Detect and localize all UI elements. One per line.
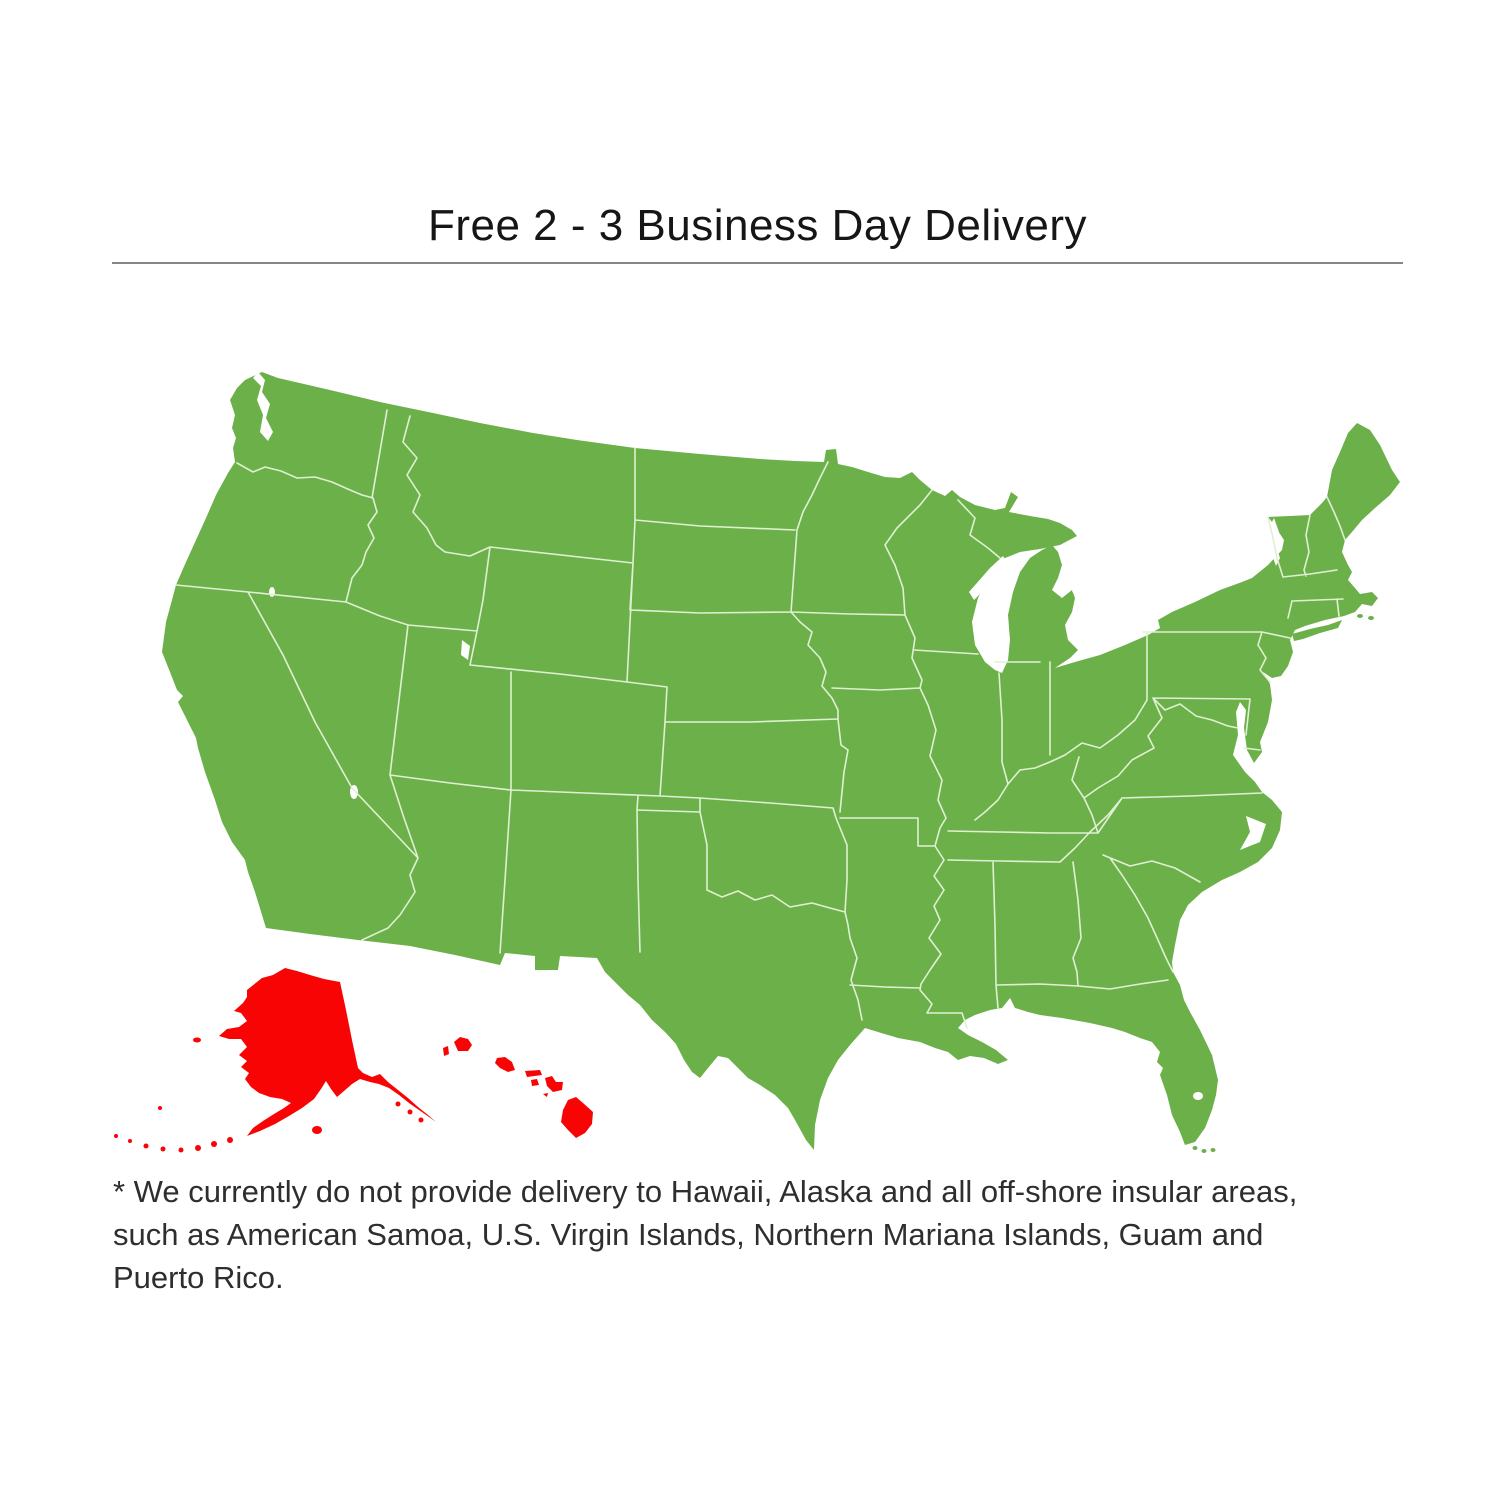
kodiak-island [312, 1126, 322, 1134]
pamlico-sound [1240, 816, 1266, 850]
lake-okeechobee [1193, 1092, 1203, 1100]
state-borders [175, 409, 1346, 1029]
footnote-line-2: such as American Samoa, U.S. Virgin Isla… [113, 1217, 1264, 1252]
goose-lake [269, 587, 275, 597]
lanai-island [531, 1079, 539, 1086]
kauai-island [454, 1037, 472, 1051]
footnote: * We currently do not provide delivery t… [113, 1170, 1433, 1299]
great-salt-lake [461, 640, 470, 660]
maui-island [545, 1076, 563, 1092]
footnote-line-3: Puerto Rico. [113, 1260, 284, 1295]
lake-champlain [1270, 518, 1280, 566]
st-lawrence-island [193, 1037, 201, 1043]
footnote-line-1: * We currently do not provide delivery t… [113, 1174, 1298, 1209]
bering-sea-islet [158, 1106, 162, 1110]
aleutian-islands [114, 1134, 233, 1153]
contiguous-us-shape [162, 372, 1400, 1150]
lake-huron [1062, 542, 1120, 598]
alaska-panhandle-islands [395, 1101, 424, 1123]
contiguous-us-region [162, 372, 1400, 1153]
kahoolawe-island [543, 1093, 548, 1097]
green-bay [969, 556, 1008, 600]
puget-sound [253, 372, 273, 441]
oahu-island [495, 1057, 515, 1072]
big-island [561, 1097, 593, 1138]
coastal-islands [1192, 614, 1374, 1153]
alaska-shape [219, 968, 436, 1136]
niihau-island [443, 1046, 449, 1056]
hawaii-region [443, 1037, 593, 1138]
long-island-shape [1292, 620, 1342, 641]
water-overlays [253, 372, 1280, 1100]
title-divider [112, 262, 1403, 264]
page-title: Free 2 - 3 Business Day Delivery [427, 201, 1088, 250]
molokai-island [525, 1070, 542, 1077]
alaska-region [114, 968, 436, 1153]
